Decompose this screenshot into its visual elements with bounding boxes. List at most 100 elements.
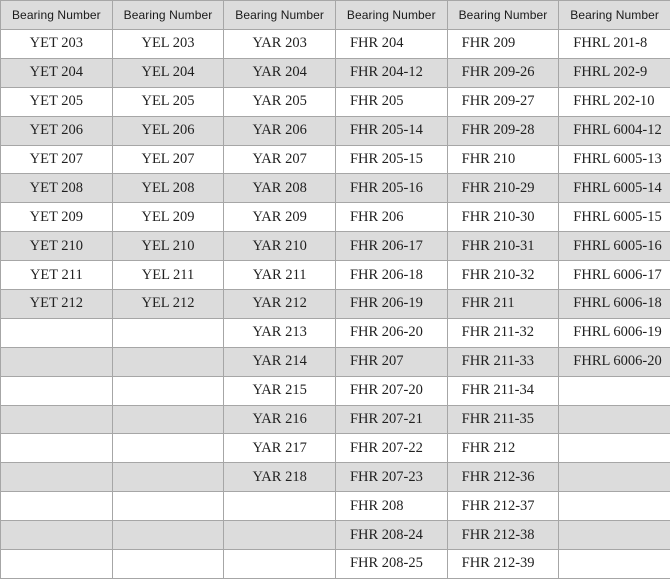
table-cell: YET 203: [1, 30, 113, 59]
table-cell-empty: [1, 492, 113, 521]
table-cell: FHR 206-20: [335, 318, 447, 347]
column-header-1: Bearing Number: [1, 1, 113, 30]
table-cell: FHRL 6006-17: [559, 261, 670, 290]
table-cell: FHRL 6006-19: [559, 318, 670, 347]
table-cell-empty: [1, 434, 113, 463]
table-cell: FHR 208: [335, 492, 447, 521]
table-cell: FHRL 6005-13: [559, 145, 670, 174]
table-cell: FHR 207: [335, 347, 447, 376]
table-cell: YAR 203: [224, 30, 336, 59]
table-cell-empty: [112, 347, 224, 376]
table-cell: FHR 204-12: [335, 58, 447, 87]
table-cell-empty: [224, 492, 336, 521]
table-cell: YAR 207: [224, 145, 336, 174]
table-cell: YAR 215: [224, 376, 336, 405]
table-cell-empty: [1, 347, 113, 376]
table-cell: YAR 206: [224, 116, 336, 145]
table-cell: YEL 211: [112, 261, 224, 290]
table-cell: FHR 205-16: [335, 174, 447, 203]
table-cell-empty: [1, 376, 113, 405]
table-cell: FHR 212-36: [447, 463, 559, 492]
table-cell: YEL 205: [112, 87, 224, 116]
table-cell: FHRL 6005-15: [559, 203, 670, 232]
table-cell: YAR 208: [224, 174, 336, 203]
table-cell: FHR 208-24: [335, 521, 447, 550]
table-cell: FHR 209-28: [447, 116, 559, 145]
table-cell: FHR 206: [335, 203, 447, 232]
table-cell: YEL 209: [112, 203, 224, 232]
table-cell: FHR 211-33: [447, 347, 559, 376]
table-cell: YEL 212: [112, 290, 224, 319]
table-cell: FHR 212-39: [447, 550, 559, 579]
table-cell-empty: [559, 376, 670, 405]
table-cell-empty: [112, 434, 224, 463]
table-header: Bearing Number Bearing Number Bearing Nu…: [1, 1, 670, 30]
table-cell-empty: [559, 434, 670, 463]
table-cell: FHRL 6004-12: [559, 116, 670, 145]
table-cell: FHR 211: [447, 290, 559, 319]
table-cell: FHRL 202-10: [559, 87, 670, 116]
table-cell: YET 211: [1, 261, 113, 290]
table-cell: YAR 216: [224, 405, 336, 434]
table-cell-empty: [559, 550, 670, 579]
table-cell: FHR 207-22: [335, 434, 447, 463]
table-cell: YET 212: [1, 290, 113, 319]
table-cell-empty: [559, 405, 670, 434]
table-cell: FHR 208-25: [335, 550, 447, 579]
table-cell: YAR 204: [224, 58, 336, 87]
column-header-3: Bearing Number: [224, 1, 336, 30]
table-cell: FHR 207-21: [335, 405, 447, 434]
table-cell: YET 209: [1, 203, 113, 232]
table-cell-empty: [559, 463, 670, 492]
table-cell: FHRL 6005-14: [559, 174, 670, 203]
table-cell: FHR 206-17: [335, 232, 447, 261]
table-cell: YAR 211: [224, 261, 336, 290]
table-cell-empty: [112, 405, 224, 434]
table-cell-empty: [112, 376, 224, 405]
table-cell: YEL 206: [112, 116, 224, 145]
table-cell: FHRL 201-8: [559, 30, 670, 59]
table-cell: FHR 209-26: [447, 58, 559, 87]
table-cell: YET 208: [1, 174, 113, 203]
table-cell: YAR 205: [224, 87, 336, 116]
table-cell: FHR 211-34: [447, 376, 559, 405]
table-cell-empty: [559, 492, 670, 521]
table-cell: FHR 210-30: [447, 203, 559, 232]
table-cell: YAR 218: [224, 463, 336, 492]
table-cell: YET 210: [1, 232, 113, 261]
table-cell: FHR 205: [335, 87, 447, 116]
table-cell: YAR 209: [224, 203, 336, 232]
table-cell: FHR 210-31: [447, 232, 559, 261]
table-cell: YEL 207: [112, 145, 224, 174]
table-cell: YAR 217: [224, 434, 336, 463]
table-cell: FHR 210: [447, 145, 559, 174]
table-cell: FHR 210-32: [447, 261, 559, 290]
table-cell: FHR 210-29: [447, 174, 559, 203]
column-header-5: Bearing Number: [447, 1, 559, 30]
column-header-4: Bearing Number: [335, 1, 447, 30]
table-cell-empty: [224, 550, 336, 579]
table-cell: YET 204: [1, 58, 113, 87]
table-cell-empty: [112, 550, 224, 579]
table-cell: FHR 206-19: [335, 290, 447, 319]
table-cell: FHRL 6006-18: [559, 290, 670, 319]
table-cell-empty: [112, 463, 224, 492]
table-cell: YEL 208: [112, 174, 224, 203]
table-cell: FHR 212-37: [447, 492, 559, 521]
table-cell: FHR 204: [335, 30, 447, 59]
